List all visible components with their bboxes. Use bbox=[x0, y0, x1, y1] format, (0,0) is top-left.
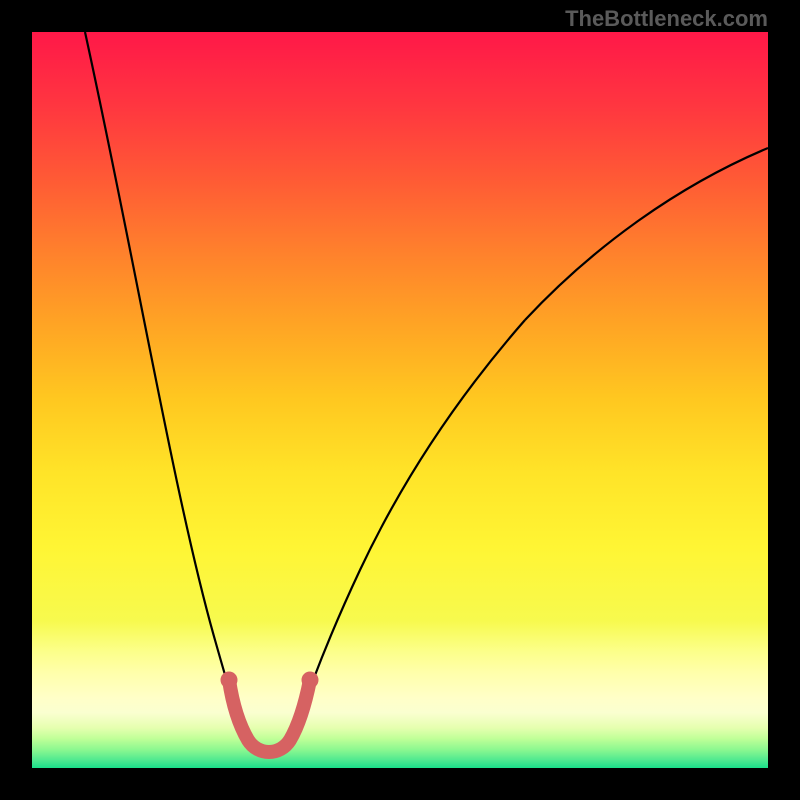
chart-container: TheBottleneck.com bbox=[0, 0, 800, 800]
plot-area bbox=[32, 32, 768, 768]
watermark-text: TheBottleneck.com bbox=[565, 6, 768, 32]
